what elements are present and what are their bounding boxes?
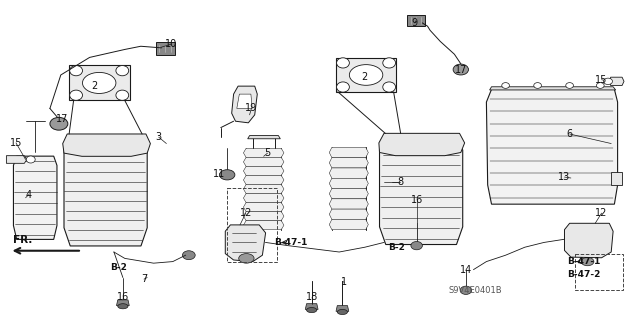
Text: B-47-1: B-47-1 — [567, 257, 600, 266]
Text: 10: 10 — [165, 39, 178, 49]
Polygon shape — [116, 300, 129, 306]
Text: 17: 17 — [56, 114, 68, 124]
Text: 18: 18 — [305, 292, 318, 302]
Text: 16: 16 — [410, 195, 423, 205]
Text: 3: 3 — [156, 132, 162, 142]
Ellipse shape — [118, 304, 128, 309]
Bar — [227, 188, 277, 262]
Ellipse shape — [383, 82, 396, 92]
Ellipse shape — [460, 286, 472, 294]
Text: 14: 14 — [460, 264, 472, 275]
Polygon shape — [63, 134, 150, 156]
Polygon shape — [243, 157, 284, 167]
Polygon shape — [243, 175, 284, 184]
Text: S9V4E0401B: S9V4E0401B — [448, 286, 502, 295]
Text: 19: 19 — [245, 103, 258, 113]
Polygon shape — [243, 167, 284, 175]
Polygon shape — [232, 86, 257, 123]
Text: 2: 2 — [92, 81, 98, 91]
Polygon shape — [243, 194, 284, 203]
Polygon shape — [330, 178, 368, 189]
Ellipse shape — [566, 83, 573, 88]
Text: 4: 4 — [26, 189, 32, 200]
Ellipse shape — [116, 65, 129, 76]
Text: 16: 16 — [117, 292, 130, 302]
Text: 6: 6 — [566, 129, 573, 139]
Ellipse shape — [239, 254, 254, 263]
Ellipse shape — [383, 58, 396, 68]
Ellipse shape — [182, 251, 195, 260]
Polygon shape — [336, 306, 349, 311]
Polygon shape — [330, 158, 368, 168]
Ellipse shape — [581, 257, 594, 266]
Ellipse shape — [596, 83, 604, 88]
Ellipse shape — [337, 309, 348, 315]
Polygon shape — [243, 203, 284, 211]
Text: FR.: FR. — [13, 234, 32, 245]
Ellipse shape — [116, 90, 129, 100]
Polygon shape — [564, 223, 613, 258]
Ellipse shape — [337, 82, 349, 92]
Polygon shape — [611, 172, 622, 185]
Ellipse shape — [337, 58, 349, 68]
Ellipse shape — [50, 117, 68, 130]
Polygon shape — [305, 304, 318, 309]
Polygon shape — [490, 87, 616, 90]
Polygon shape — [330, 168, 368, 178]
Polygon shape — [243, 184, 284, 194]
Text: 5: 5 — [264, 148, 271, 158]
Polygon shape — [243, 148, 284, 157]
Text: 8: 8 — [397, 177, 403, 187]
Text: 13: 13 — [558, 172, 571, 182]
Ellipse shape — [534, 83, 541, 88]
Text: 11: 11 — [213, 169, 226, 179]
Ellipse shape — [349, 65, 383, 85]
Polygon shape — [64, 137, 147, 246]
Polygon shape — [330, 219, 368, 230]
Ellipse shape — [70, 90, 83, 100]
Ellipse shape — [70, 65, 83, 76]
Ellipse shape — [411, 241, 422, 250]
Text: 12: 12 — [239, 208, 252, 218]
Ellipse shape — [26, 156, 35, 163]
Polygon shape — [330, 189, 368, 199]
Ellipse shape — [453, 64, 468, 75]
Polygon shape — [380, 138, 463, 244]
Polygon shape — [156, 42, 175, 55]
Polygon shape — [243, 211, 284, 221]
Ellipse shape — [307, 308, 317, 313]
Polygon shape — [407, 15, 425, 26]
Polygon shape — [486, 89, 618, 204]
Text: 12: 12 — [595, 208, 608, 218]
Polygon shape — [330, 147, 368, 158]
Polygon shape — [611, 77, 624, 85]
Ellipse shape — [83, 72, 116, 93]
Polygon shape — [69, 65, 130, 100]
Polygon shape — [225, 225, 266, 262]
Polygon shape — [330, 199, 368, 209]
Polygon shape — [335, 58, 396, 92]
Ellipse shape — [604, 78, 612, 85]
Polygon shape — [248, 136, 280, 139]
Text: 9: 9 — [412, 18, 418, 28]
Polygon shape — [330, 209, 368, 219]
Polygon shape — [13, 156, 57, 239]
Text: B-2: B-2 — [110, 263, 127, 272]
Polygon shape — [379, 133, 465, 156]
Ellipse shape — [502, 83, 509, 88]
Text: 15: 15 — [595, 75, 608, 85]
Text: 15: 15 — [10, 138, 22, 148]
Polygon shape — [237, 94, 252, 108]
Text: B-47-1: B-47-1 — [274, 238, 307, 247]
Text: B-47-2: B-47-2 — [567, 270, 600, 279]
Text: B-2: B-2 — [388, 243, 405, 252]
Polygon shape — [6, 156, 27, 163]
Ellipse shape — [220, 170, 235, 180]
Text: 17: 17 — [454, 64, 467, 75]
Text: 1: 1 — [341, 277, 348, 287]
Bar — [575, 254, 623, 290]
Text: 2: 2 — [362, 71, 368, 82]
Text: 7: 7 — [141, 274, 147, 284]
Polygon shape — [243, 221, 284, 230]
